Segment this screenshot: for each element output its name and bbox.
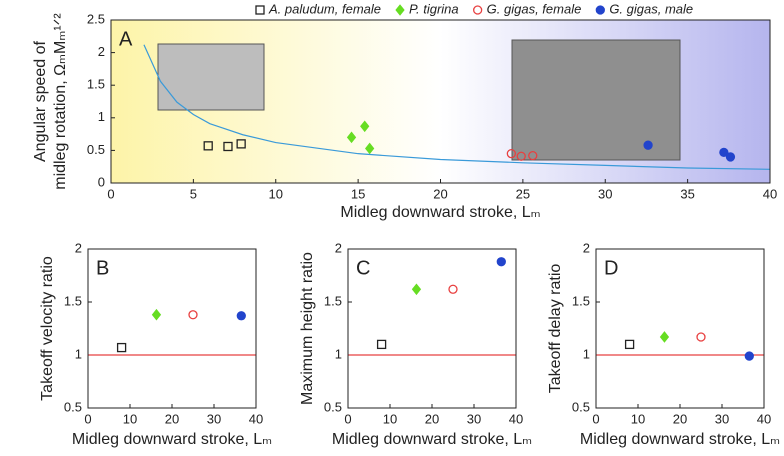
y-tick-label: 0.5: [324, 399, 342, 414]
x-tick-label: 0: [107, 186, 114, 201]
marker: [725, 152, 736, 162]
legend-label: G. gigas, male: [609, 1, 693, 16]
x-tick-label: 20: [425, 411, 439, 426]
x-axis-label: Midleg downward stroke, Lₘ: [72, 431, 272, 448]
y-axis-label: Takeoff delay ratio: [547, 264, 564, 394]
panel-label: A: [119, 28, 133, 50]
x-tick-label: 40: [757, 411, 771, 426]
legend-label: G. gigas, female: [487, 1, 582, 16]
x-tick-label: 10: [631, 411, 645, 426]
y-tick-label: 0.5: [87, 142, 105, 157]
panel-label: C: [356, 257, 370, 279]
plot-frame: [347, 248, 517, 409]
x-tick-label: 35: [680, 186, 694, 201]
x-tick-label: 20: [673, 411, 687, 426]
x-tick-label: 0: [84, 411, 91, 426]
y-tick-label: 1.5: [64, 293, 82, 308]
x-tick-label: 30: [598, 186, 612, 201]
y-tick-label: 1.5: [87, 77, 105, 92]
marker: [411, 283, 422, 296]
plot-frame: [110, 19, 771, 184]
marker: [255, 5, 265, 15]
y-axis-label: Angular speed of: [32, 40, 49, 162]
y-tick-label: 1.5: [572, 293, 590, 308]
y-tick-label: 1: [335, 346, 342, 361]
x-axis-label: Midleg downward stroke, Lₘ: [340, 204, 540, 221]
plot-frame: [595, 248, 765, 409]
marker: [528, 150, 538, 161]
y-tick-label: 0.5: [572, 399, 590, 414]
x-tick-label: 30: [467, 411, 481, 426]
x-tick-label: 30: [207, 411, 221, 426]
x-tick-label: 40: [249, 411, 263, 426]
x-tick-label: 0: [344, 411, 351, 426]
marker: [696, 332, 706, 342]
y-tick-label: 2: [583, 240, 590, 255]
marker: [624, 339, 635, 350]
y-tick-label: 1: [75, 346, 82, 361]
marker: [360, 120, 370, 133]
y-tick-label: 0.5: [64, 399, 82, 414]
marker: [643, 140, 653, 150]
marker: [719, 147, 729, 158]
y-tick-label: 2.5: [87, 11, 105, 26]
marker: [116, 342, 127, 353]
panel-label: D: [604, 257, 618, 279]
marker: [659, 331, 670, 343]
marker: [744, 351, 754, 361]
marker: [496, 257, 506, 267]
y-tick-label: 1.5: [324, 293, 342, 308]
x-tick-label: 20: [433, 186, 447, 201]
marker: [236, 139, 246, 149]
legend-label: P. tigrina: [409, 1, 459, 16]
y-tick-label: 2: [98, 44, 105, 59]
x-tick-label: 40: [509, 411, 523, 426]
x-axis-label: Midleg downward stroke, Lₘ: [580, 431, 780, 448]
y-tick-label: 1: [583, 346, 590, 361]
x-tick-label: 25: [516, 186, 530, 201]
photo-inset: [511, 39, 681, 161]
y-tick-label: 0: [98, 174, 105, 189]
x-tick-label: 10: [269, 186, 283, 201]
fit-curve: [143, 44, 771, 170]
marker: [346, 131, 357, 144]
marker: [376, 339, 387, 350]
x-tick-label: 0: [592, 411, 599, 426]
x-tick-label: 40: [763, 186, 777, 201]
marker: [188, 310, 198, 320]
x-tick-label: 5: [190, 186, 197, 201]
x-tick-label: 10: [383, 411, 397, 426]
marker: [506, 149, 516, 159]
plot-frame: [87, 248, 257, 409]
y-tick-label: 1: [98, 109, 105, 124]
marker: [236, 311, 246, 321]
photo-inset: [157, 43, 265, 111]
x-tick-label: 20: [165, 411, 179, 426]
marker: [448, 284, 458, 294]
x-tick-label: 10: [123, 411, 137, 426]
x-tick-label: 15: [351, 186, 365, 201]
legend-label: A. paludum, female: [268, 1, 381, 16]
marker: [473, 5, 483, 15]
y-tick-label: 2: [75, 240, 82, 255]
marker: [595, 5, 605, 15]
marker: [151, 308, 162, 321]
marker: [365, 142, 375, 155]
y-axis-label: Takeoff velocity ratio: [39, 256, 56, 401]
marker: [203, 141, 213, 151]
marker: [395, 4, 405, 16]
marker: [516, 151, 526, 161]
marker: [223, 141, 233, 152]
y-axis-label: midleg rotation, ΩₘMₘ¹ᐟ²: [52, 13, 69, 190]
x-axis-label: Midleg downward stroke, Lₘ: [332, 431, 532, 448]
panel-label: B: [96, 257, 109, 279]
y-axis-label: Maximum height ratio: [299, 252, 316, 405]
y-tick-label: 2: [335, 240, 342, 255]
x-tick-label: 30: [715, 411, 729, 426]
